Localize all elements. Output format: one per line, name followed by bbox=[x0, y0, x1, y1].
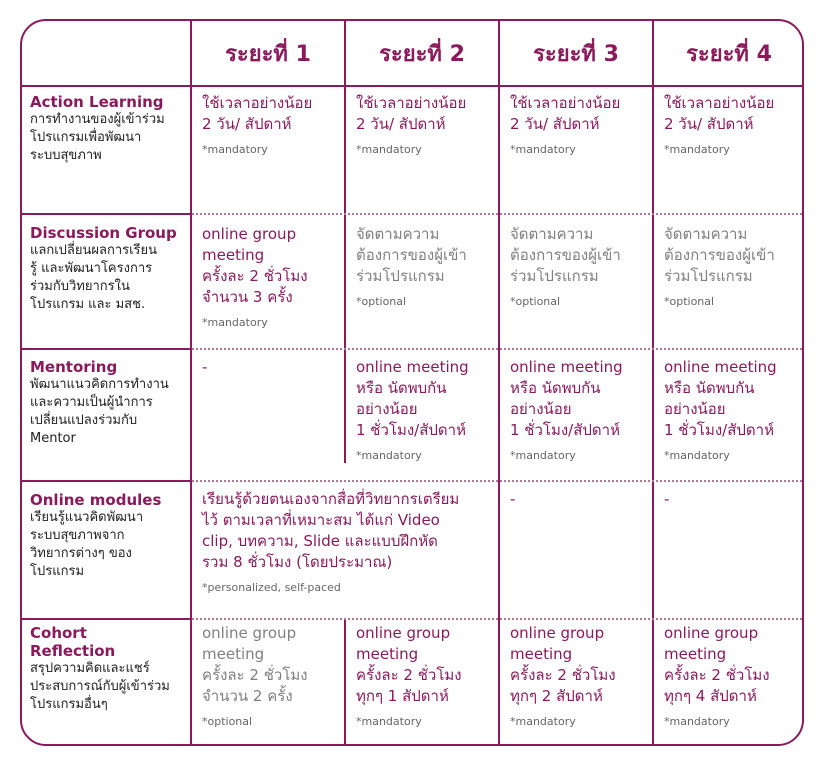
row-label-action-learning: Action Learning การทำงานของผู้เข้าร่วม โ… bbox=[30, 93, 190, 165]
row-description: เรียนรู้แนวคิดพัฒนา ระบบสุขภาพจาก วิทยาก… bbox=[30, 510, 144, 579]
requirement-note: *mandatory bbox=[664, 715, 730, 728]
cell: - bbox=[510, 490, 516, 508]
requirement-note: *mandatory bbox=[202, 316, 268, 329]
row-title: Mentoring bbox=[30, 358, 118, 376]
row-divider-dotted bbox=[192, 480, 802, 482]
col-divider bbox=[190, 21, 192, 744]
cell: จัดตามความ ต้องการของผู้เข้า ร่วมโปรแกรม *… bbox=[664, 224, 802, 308]
cell: online meeting หรือ นัดพบกัน อย่างน้อย 1 ชั… bbox=[356, 357, 496, 462]
schedule-table: ระยะที่ 1 ระยะที่ 2 ระยะที่ 3 ระยะที่ 4 … bbox=[20, 19, 804, 746]
row-divider bbox=[22, 213, 190, 215]
requirement-note: *optional bbox=[664, 295, 715, 308]
row-title: Discussion Group bbox=[30, 224, 177, 242]
row-description: แลกเปลี่ยนผลการเรียน รู้ และพัฒนาโครงการ… bbox=[30, 243, 158, 312]
row-divider-dotted bbox=[192, 618, 802, 620]
requirement-note: *mandatory bbox=[510, 715, 576, 728]
cell: online meeting หรือ นัดพบกัน อย่างน้อย 1 ชั… bbox=[664, 357, 802, 462]
requirement-note: *mandatory bbox=[356, 715, 422, 728]
requirement-note: *optional bbox=[510, 295, 561, 308]
row-label-cohort-reflection: Cohort Reflection สรุปความคิดและแชร์ ประส… bbox=[30, 624, 190, 714]
col-divider bbox=[498, 21, 500, 744]
cell: online group meeting ครั้งละ 2 ชั่วโมง จำนว… bbox=[202, 224, 342, 329]
cell: - bbox=[202, 358, 208, 376]
cell: ใช้เวลาอย่างน้อย 2 วัน/ สัปดาห์ *mandator… bbox=[510, 93, 650, 156]
requirement-note: *mandatory bbox=[664, 143, 730, 156]
row-divider-dotted bbox=[192, 213, 802, 215]
cell: - bbox=[664, 490, 670, 508]
cell: online group meeting ครั้งละ 2 ชั่วโมง ทุกๆ… bbox=[664, 623, 802, 728]
phase-header: ระยะที่ 1 bbox=[225, 41, 311, 67]
requirement-note: *mandatory bbox=[510, 449, 576, 462]
row-divider bbox=[22, 348, 190, 350]
cell: online meeting หรือ นัดพบกัน อย่างน้อย 1 ชั… bbox=[510, 357, 650, 462]
cell: ใช้เวลาอย่างน้อย 2 วัน/ สัปดาห์ *mandator… bbox=[356, 93, 496, 156]
row-divider bbox=[22, 618, 190, 620]
row-title: Online modules bbox=[30, 491, 162, 509]
requirement-note: *mandatory bbox=[664, 449, 730, 462]
requirement-note: *mandatory bbox=[510, 143, 576, 156]
cell: จัดตามความ ต้องการของผู้เข้า ร่วมโปรแกรม *… bbox=[510, 224, 650, 308]
row-description: สรุปความคิดและแชร์ ประสบการณ์กับผู้เข้าร… bbox=[30, 661, 170, 712]
row-label-discussion-group: Discussion Group แลกเปลี่ยนผลการเรียน รู… bbox=[30, 224, 190, 314]
cell: online group meeting ครั้งละ 2 ชั่วโมง ทุกๆ… bbox=[356, 623, 496, 728]
row-divider bbox=[22, 480, 190, 482]
requirement-note: *mandatory bbox=[356, 449, 422, 462]
requirement-note: *mandatory bbox=[202, 143, 268, 156]
row-label-mentoring: Mentoring พัฒนาแนวคิดการทำงาน และความเป็… bbox=[30, 358, 190, 448]
span-cell: เรียนรู้ด้วยตนเองจากสื่อที่วิทยากรเตรียม… bbox=[202, 489, 502, 594]
requirement-note: *optional bbox=[202, 715, 253, 728]
cell: online group meeting ครั้งละ 2 ชั่วโมง จำนว… bbox=[202, 623, 342, 728]
cell: online group meeting ครั้งละ 2 ชั่วโมง ทุกๆ… bbox=[510, 623, 650, 728]
requirement-note: *optional bbox=[356, 295, 407, 308]
col-divider bbox=[652, 21, 654, 744]
phase-header: ระยะที่ 2 bbox=[379, 41, 465, 67]
cell: ใช้เวลาอย่างน้อย 2 วัน/ สัปดาห์ *mandator… bbox=[664, 93, 802, 156]
col-divider bbox=[344, 618, 346, 744]
row-title: Action Learning bbox=[30, 93, 164, 111]
requirement-note: *personalized, self-paced bbox=[202, 581, 341, 594]
header-divider bbox=[22, 85, 802, 87]
col-divider bbox=[344, 21, 346, 463]
row-description: การทำงานของผู้เข้าร่วม โปรแกรมเพื่อพัฒนา… bbox=[30, 112, 165, 163]
phase-header: ระยะที่ 4 bbox=[686, 41, 772, 67]
cell: จัดตามความ ต้องการของผู้เข้า ร่วมโปรแกรม *… bbox=[356, 224, 496, 308]
row-label-online-modules: Online modules เรียนรู้แนวคิดพัฒนา ระบบส… bbox=[30, 491, 190, 581]
phase-header: ระยะที่ 3 bbox=[533, 41, 619, 67]
row-description: พัฒนาแนวคิดการทำงาน และความเป็นผู้นำการ … bbox=[30, 377, 169, 446]
row-divider-dotted bbox=[192, 348, 802, 350]
cell: ใช้เวลาอย่างน้อย 2 วัน/ สัปดาห์ *mandator… bbox=[202, 93, 342, 156]
requirement-note: *mandatory bbox=[356, 143, 422, 156]
row-title: Cohort Reflection bbox=[30, 624, 116, 660]
